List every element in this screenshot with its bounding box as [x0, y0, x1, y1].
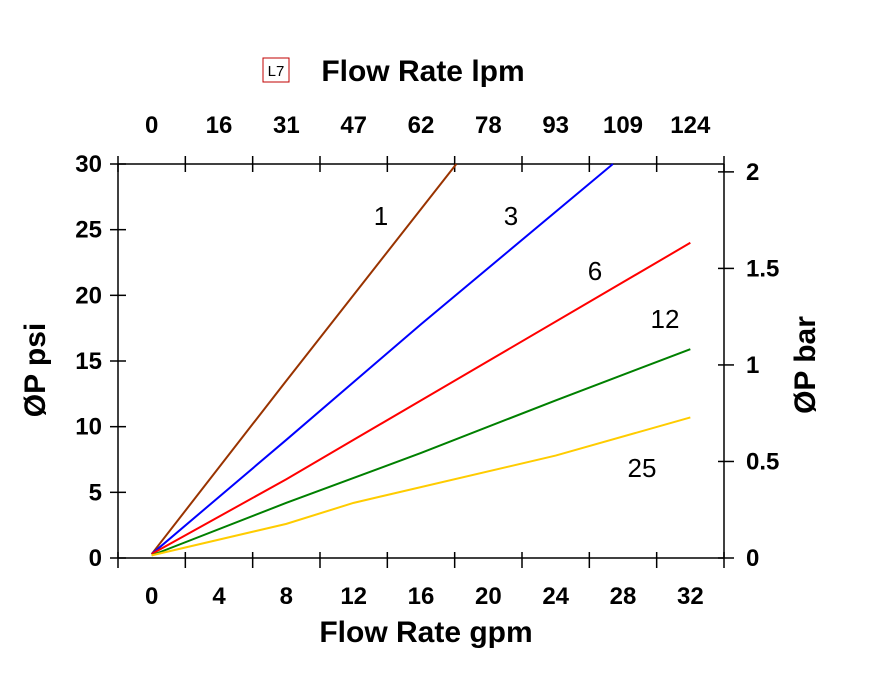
y-tick-label: 0 [89, 545, 102, 572]
x-tick-label: 8 [280, 583, 293, 610]
y-tick-label: 30 [75, 151, 102, 178]
x-tick-label: 24 [542, 583, 569, 610]
series-line-12 [151, 348, 691, 557]
y2-tick-label: 1 [746, 352, 759, 379]
series-line-3 [151, 163, 614, 555]
y2-tick-label: 2 [746, 159, 759, 186]
y2-axis-title: ØP bar [789, 316, 822, 414]
x-tick-label: 20 [475, 583, 502, 610]
y-tick-label: 25 [75, 217, 102, 244]
y-tick-label: 5 [89, 479, 102, 506]
y-tick-label: 15 [75, 348, 102, 375]
x-tick-label: 32 [677, 583, 704, 610]
series-label-25: 25 [628, 453, 657, 483]
x2-tick-label: 78 [475, 112, 502, 139]
x2-tick-label: 124 [670, 112, 711, 139]
series-line-6 [151, 241, 691, 555]
series-label-12: 12 [651, 304, 680, 334]
x2-axis-title: Flow Rate lpm [321, 55, 524, 88]
x-tick-label: 4 [212, 583, 226, 610]
x2-tick-label: 93 [542, 112, 569, 139]
x2-tick-label: 62 [408, 112, 435, 139]
series-line-1 [150, 163, 458, 555]
series-line-25 [151, 416, 691, 557]
y2-tick-label: 0 [746, 545, 759, 572]
x2-tick-label: 31 [273, 112, 300, 139]
x-tick-label: 28 [610, 583, 637, 610]
y2-tick-label: 0.5 [746, 448, 779, 475]
x-tick-label: 0 [145, 583, 158, 610]
x-axis-title: Flow Rate gpm [319, 616, 532, 649]
x-tick-label: 12 [340, 583, 367, 610]
series-label-1: 1 [374, 201, 388, 231]
series-label-6: 6 [588, 256, 602, 286]
x2-tick-label: 47 [340, 112, 367, 139]
x2-tick-label: 16 [206, 112, 233, 139]
y2-tick-label: 1.5 [746, 255, 779, 282]
x2-tick-label: 109 [603, 112, 643, 139]
series-label-3: 3 [504, 201, 518, 231]
x-tick-label: 16 [408, 583, 435, 610]
badge-label: L7 [268, 63, 285, 80]
x2-tick-label: 0 [145, 112, 158, 139]
y-tick-label: 20 [75, 282, 102, 309]
y-axis-title: ØP psi [19, 323, 52, 417]
badge-box [262, 57, 290, 83]
y-tick-label: 10 [75, 414, 102, 441]
